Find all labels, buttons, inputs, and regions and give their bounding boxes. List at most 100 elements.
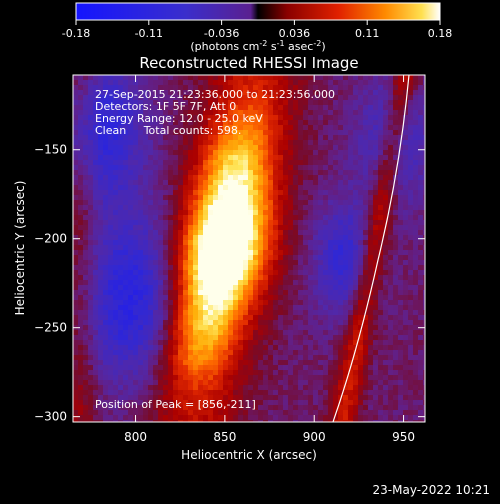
heatmap-cell [308,310,313,315]
heatmap-cell [338,270,343,275]
heatmap-cell [273,380,278,385]
heatmap-cell [353,130,358,135]
heatmap-cell [328,135,333,140]
heatmap-cell [293,230,298,235]
heatmap-cell [223,335,228,340]
heatmap-cell [213,75,218,80]
heatmap-cell [183,220,188,225]
heatmap-cell [73,85,78,90]
heatmap-cell [78,345,83,350]
heatmap-cell [268,205,273,210]
heatmap-cell [78,175,83,180]
heatmap-cell [153,350,158,355]
heatmap-cell [228,375,233,380]
heatmap-cell [108,335,113,340]
heatmap-cell [243,255,248,260]
heatmap-cell [188,275,193,280]
heatmap-cell [248,130,253,135]
heatmap-cell [163,295,168,300]
heatmap-cell [208,365,213,370]
heatmap-cell [223,280,228,285]
heatmap-cell [413,310,418,315]
heatmap-cell [143,185,148,190]
heatmap-cell [413,390,418,395]
heatmap-cell [378,115,383,120]
heatmap-cell [253,330,258,335]
heatmap-cell [138,325,143,330]
heatmap-cell [378,285,383,290]
heatmap-cell [98,185,103,190]
heatmap-cell [283,80,288,85]
heatmap-cell [198,220,203,225]
heatmap-cell [253,80,258,85]
heatmap-cell [108,145,113,150]
heatmap-cell [398,110,403,115]
heatmap-cell [233,155,238,160]
heatmap-cell [103,235,108,240]
heatmap-cell [338,85,343,90]
heatmap-cell [398,390,403,395]
heatmap-cell [238,175,243,180]
heatmap-cell [278,290,283,295]
heatmap-cell [143,175,148,180]
heatmap-cell [263,370,268,375]
heatmap-cell [253,355,258,360]
heatmap-cell [413,355,418,360]
heatmap-cell [298,155,303,160]
heatmap-cell [228,360,233,365]
heatmap-cell [173,385,178,390]
heatmap-cell [153,365,158,370]
heatmap-cell [223,215,228,220]
heatmap-cell [378,330,383,335]
heatmap-cell [208,320,213,325]
heatmap-cell [333,350,338,355]
heatmap-cell [403,230,408,235]
heatmap-cell [198,190,203,195]
heatmap-cell [383,110,388,115]
heatmap-cell [278,120,283,125]
heatmap-cell [338,135,343,140]
heatmap-cell [293,220,298,225]
heatmap-cell [283,400,288,405]
heatmap-cell [283,255,288,260]
heatmap-cell [118,170,123,175]
heatmap-cell [143,310,148,315]
heatmap-cell [73,350,78,355]
heatmap-cell [248,320,253,325]
heatmap-cell [413,210,418,215]
heatmap-cell [188,280,193,285]
heatmap-cell [278,195,283,200]
heatmap-cell [143,195,148,200]
heatmap-cell [118,365,123,370]
heatmap-cell [418,90,423,95]
heatmap-cell [128,80,133,85]
heatmap-cell [378,160,383,165]
heatmap-cell [183,330,188,335]
heatmap-cell [393,200,398,205]
heatmap-cell [178,165,183,170]
heatmap-cell [418,280,423,285]
heatmap-cell [408,360,413,365]
heatmap-cell [88,395,93,400]
heatmap-cell [113,245,118,250]
heatmap-cell [253,245,258,250]
heatmap-cell [183,150,188,155]
heatmap-cell [333,365,338,370]
heatmap-cell [98,265,103,270]
heatmap-cell [243,170,248,175]
heatmap-cell [253,255,258,260]
heatmap-cell [268,290,273,295]
heatmap-cell [108,270,113,275]
heatmap-cell [333,320,338,325]
heatmap-cell [293,205,298,210]
heatmap-cell [228,415,233,420]
heatmap-cell [303,145,308,150]
heatmap-cell [128,240,133,245]
heatmap-cell [258,300,263,305]
heatmap-cell [203,175,208,180]
heatmap-cell [363,105,368,110]
heatmap-cell [413,235,418,240]
heatmap-cell [153,210,158,215]
heatmap-cell [228,270,233,275]
heatmap-cell [313,175,318,180]
